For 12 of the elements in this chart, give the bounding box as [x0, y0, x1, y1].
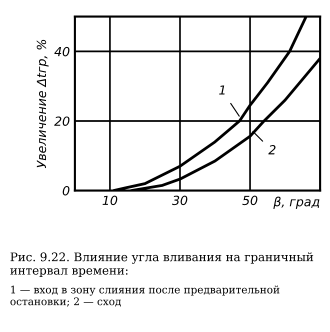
y-tick-label: 40 [54, 46, 70, 56]
y-tick-label: 20 [54, 116, 70, 126]
text: 1 — вход в зону слияния после предварительной остановки; 2 — сход [10, 286, 280, 307]
text: Рис. 9.22. Влияние угла вливания на граничный интервал времени: [10, 252, 314, 278]
x-tick-label: 50 [242, 196, 258, 206]
x-tick-label: 10 [102, 196, 118, 206]
x-tick-label: 30 [172, 196, 188, 206]
annotation: 1 [219, 85, 225, 95]
annotation: 2 [268, 145, 276, 154]
y-tick-label: 0 [62, 186, 70, 196]
x-axis-title: β, град [273, 196, 320, 209]
y-axis-title: Увеличение Δtгр, % [36, 40, 49, 168]
